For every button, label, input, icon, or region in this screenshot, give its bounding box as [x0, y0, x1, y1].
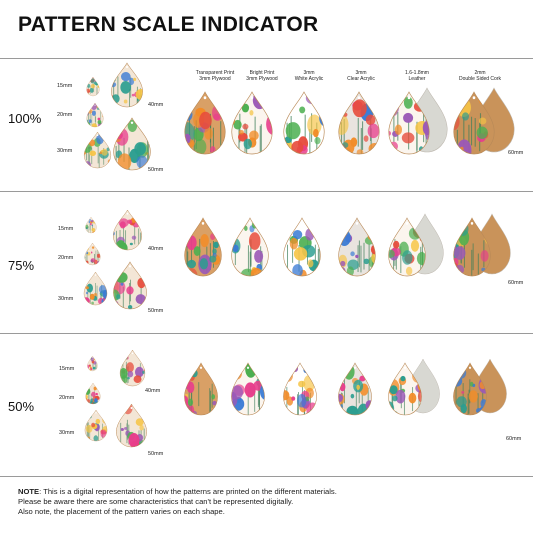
material-label-transparent-print: Transparent Print 3mm Plywood — [183, 70, 247, 82]
material-bright-print-sample-icon — [231, 91, 273, 155]
material-white-acrylic-sample-icon — [283, 217, 321, 277]
material-clear-acrylic-sample-icon — [338, 91, 380, 155]
sample-40mm-icon — [113, 209, 142, 251]
material-label-line: 1.6-1.8mm — [405, 70, 429, 76]
size-label-30mm: 30mm — [58, 296, 74, 302]
material-leather-sample-icon — [388, 362, 422, 416]
page-title: PATTERN SCALE INDICATOR — [18, 13, 319, 36]
size-label-60mm: 60mm — [508, 280, 524, 286]
material-transparent-print-sample-icon — [184, 362, 218, 416]
sample-40mm-icon — [119, 349, 146, 387]
scale-label-75: 75% — [8, 258, 35, 273]
size-label-60mm: 60mm — [508, 150, 524, 156]
material-label-cork: 2mm Double Sided Cork — [448, 70, 512, 82]
material-white-acrylic-sample-icon — [283, 91, 325, 155]
material-label-line: Clear Acrylic — [347, 76, 375, 82]
material-label-line: 3mm Plywood — [246, 76, 278, 82]
material-label-line: Transparent Print — [195, 70, 235, 76]
sample-20mm-icon — [86, 102, 104, 128]
size-label-20mm: 20mm — [59, 395, 75, 401]
material-label-bright-print: Bright Print 3mm Plywood — [230, 70, 294, 82]
size-label-15mm: 15mm — [58, 226, 74, 232]
sample-15mm-icon — [86, 76, 100, 97]
material-white-acrylic-sample-icon — [283, 362, 317, 416]
sample-30mm-icon — [84, 409, 108, 442]
material-bright-print-sample-icon — [231, 362, 265, 416]
sample-30mm-icon — [83, 131, 112, 169]
sample-15mm-icon — [87, 355, 98, 372]
material-label-line: Bright Print — [249, 70, 275, 76]
material-transparent-print-sample-icon — [184, 217, 222, 277]
size-label-50mm: 50mm — [148, 451, 164, 457]
material-label-line: Double Sided Cork — [459, 76, 501, 82]
material-label-line: Leather — [408, 76, 426, 82]
material-clear-acrylic-sample-icon — [338, 362, 372, 416]
sample-50mm-icon — [116, 403, 147, 448]
material-transparent-print-sample-icon — [184, 91, 226, 155]
material-label-white-acrylic: 3mm White Acrylic — [277, 70, 341, 82]
section-divider — [0, 191, 533, 192]
sample-15mm-icon — [85, 216, 97, 234]
size-label-30mm: 30mm — [57, 148, 73, 154]
size-label-30mm: 30mm — [59, 430, 75, 436]
note-text: : This is a digital representation of ho… — [39, 487, 337, 496]
size-label-50mm: 50mm — [148, 167, 164, 173]
size-label-40mm: 40mm — [148, 246, 164, 252]
sample-40mm-icon — [111, 62, 143, 108]
material-label-leather: 1.6-1.8mm Leather — [385, 70, 449, 82]
section-divider — [0, 58, 533, 59]
sample-20mm-icon — [84, 242, 101, 266]
material-label-line: 3mm Plywood — [199, 76, 231, 82]
material-cork-sample-icon — [453, 91, 495, 155]
size-label-50mm: 50mm — [148, 308, 164, 314]
note-line-3: Also note, the placement of the pattern … — [18, 507, 225, 516]
scale-label-100: 100% — [8, 111, 42, 126]
scale-label-50: 50% — [8, 399, 35, 414]
material-leather-sample-icon — [388, 91, 430, 155]
material-label-clear-acrylic: 3mm Clear Acrylic — [329, 70, 393, 82]
sample-50mm-icon — [113, 117, 151, 171]
section-divider — [0, 476, 533, 477]
footer-note: NOTE: This is a digital representation o… — [18, 487, 518, 517]
sample-50mm-icon — [113, 261, 147, 310]
size-label-20mm: 20mm — [58, 255, 74, 261]
material-bright-print-sample-icon — [231, 217, 269, 277]
note-label: NOTE — [18, 487, 40, 496]
material-label-line: 2mm — [474, 70, 486, 76]
size-label-15mm: 15mm — [59, 366, 75, 372]
material-label-line: White Acrylic — [294, 76, 324, 82]
note-line-2: Please be aware there are some character… — [18, 497, 294, 506]
size-label-40mm: 40mm — [148, 102, 164, 108]
material-clear-acrylic-sample-icon — [338, 217, 376, 277]
material-label-line: 3mm — [303, 70, 315, 76]
sample-20mm-icon — [85, 382, 101, 405]
material-cork-sample-icon — [453, 217, 491, 277]
size-label-20mm: 20mm — [57, 112, 73, 118]
size-label-15mm: 15mm — [57, 83, 73, 89]
material-leather-sample-icon — [388, 217, 426, 277]
size-label-60mm: 60mm — [506, 436, 522, 442]
sample-30mm-icon — [83, 271, 108, 306]
material-label-line: 3mm — [355, 70, 367, 76]
section-divider — [0, 333, 533, 334]
note-line-1: NOTE: This is a digital representation o… — [18, 487, 518, 497]
material-cork-sample-icon — [453, 362, 487, 416]
size-label-40mm: 40mm — [145, 388, 161, 394]
